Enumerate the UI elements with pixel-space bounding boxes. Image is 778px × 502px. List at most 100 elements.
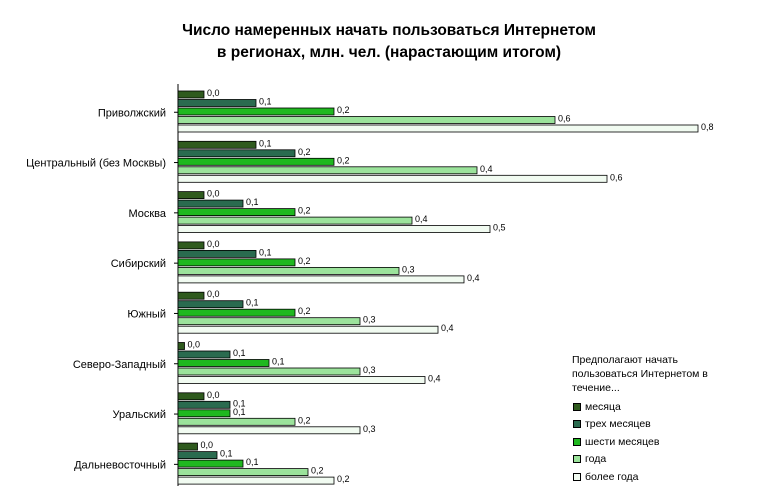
data-label: 0,1: [233, 398, 246, 408]
bar: [177, 107, 335, 116]
data-label: 0,1: [233, 348, 246, 358]
data-label: 0,3: [363, 424, 376, 434]
bar: [177, 140, 257, 149]
bar: [177, 249, 257, 258]
legend: Предполагают начать пользоваться Интерне…: [572, 353, 742, 486]
legend-swatch: [573, 402, 581, 411]
bar: [177, 342, 185, 350]
data-label: 0,4: [415, 214, 428, 224]
bar: [177, 300, 244, 309]
data-label: 0,1: [246, 457, 259, 467]
category-label: Северо-Западный: [73, 359, 166, 371]
bar: [177, 451, 218, 460]
category-label: Приволжский: [98, 107, 166, 119]
data-label: 0,1: [259, 138, 272, 148]
data-label: 0,0: [207, 239, 220, 249]
category-label: Сибирский: [111, 258, 166, 270]
category-label: Южный: [127, 308, 166, 320]
legend-swatch: [573, 455, 581, 464]
bar: [177, 216, 413, 225]
data-label: 0,5: [493, 223, 506, 233]
bar: [177, 166, 478, 175]
legend-item: шести месяцев: [572, 433, 742, 451]
category-label: Уральский: [113, 409, 166, 421]
data-label: 0,2: [337, 474, 350, 484]
data-label: 0,1: [259, 97, 272, 107]
data-label: 0,2: [298, 306, 311, 316]
bar: [177, 317, 361, 326]
data-label: 0,4: [480, 164, 493, 174]
bar: [177, 468, 309, 477]
data-label: 0,6: [610, 172, 623, 182]
bar: [177, 350, 231, 359]
bar: [177, 124, 699, 133]
legend-swatch: [573, 437, 581, 446]
bar: [177, 308, 296, 317]
bar: [177, 325, 439, 334]
legend-item: года: [572, 451, 742, 469]
data-label: 0,3: [363, 365, 376, 375]
data-label: 0,1: [233, 407, 246, 417]
data-label: 0,0: [207, 390, 220, 400]
bar: [177, 359, 270, 367]
category-label: Центральный (без Москвы): [26, 158, 166, 170]
legend-swatch: [573, 472, 581, 481]
legend-title: Предполагают начать пользоваться Интерне…: [572, 354, 708, 394]
chart-title: Число намеренных начать пользоваться Инт…: [0, 20, 778, 64]
bar: [177, 199, 244, 208]
bar: [177, 99, 257, 107]
category-label: Дальневосточный: [74, 459, 166, 471]
data-label: 0,0: [207, 88, 220, 98]
bar: [177, 291, 205, 300]
bar: [177, 191, 205, 200]
data-label: 0,0: [188, 340, 201, 350]
data-label: 0,2: [298, 415, 311, 425]
data-label: 0,3: [402, 264, 415, 274]
legend-label: трех месяцев: [585, 418, 651, 431]
chart-title-line-1: Число намеренных начать пользоваться Инт…: [182, 22, 596, 39]
legend-label: шести месяцев: [585, 435, 660, 448]
legend-items: месяца трех месяцев шести месяцев года более…: [572, 398, 742, 486]
legend-label: года: [585, 453, 607, 466]
bar: [177, 149, 296, 158]
data-label: 0,4: [441, 323, 454, 333]
bar: [177, 376, 426, 384]
chart-title-line-2: в регионах, млн. чел. (нарастающим итого…: [216, 44, 562, 61]
legend-label: более года: [585, 470, 639, 483]
bar: [177, 174, 608, 183]
bar: [177, 241, 205, 250]
data-label: 0,0: [207, 289, 220, 299]
bar: [177, 266, 400, 275]
data-label: 0,1: [272, 357, 285, 367]
data-label: 0,2: [337, 105, 350, 115]
bar: [177, 275, 465, 284]
bar: [177, 392, 205, 401]
data-label: 0,8: [701, 122, 714, 132]
bar: [177, 459, 244, 468]
bar: [177, 426, 361, 435]
data-label: 0,4: [467, 273, 480, 283]
legend-label: месяца: [585, 400, 621, 413]
data-label: 0,1: [246, 197, 259, 207]
data-label: 0,2: [298, 206, 311, 216]
bar: [177, 157, 335, 166]
data-label: 0,0: [201, 440, 214, 450]
bar: [177, 116, 556, 124]
data-label: 0,6: [558, 114, 571, 124]
data-label: 0,1: [246, 298, 259, 308]
data-label: 0,2: [298, 256, 311, 266]
legend-item: трех месяцев: [572, 416, 742, 434]
data-label: 0,1: [220, 449, 233, 459]
bar: [177, 208, 296, 217]
legend-item: месяца: [572, 398, 742, 416]
bar: [177, 476, 335, 485]
bar: [177, 417, 296, 426]
data-label: 0,2: [311, 466, 324, 476]
bar: [177, 442, 198, 451]
legend-swatch: [573, 420, 581, 429]
data-label: 0,0: [207, 189, 220, 199]
data-label: 0,2: [337, 155, 350, 165]
category-label: Москва: [128, 208, 166, 220]
bar: [177, 90, 205, 99]
